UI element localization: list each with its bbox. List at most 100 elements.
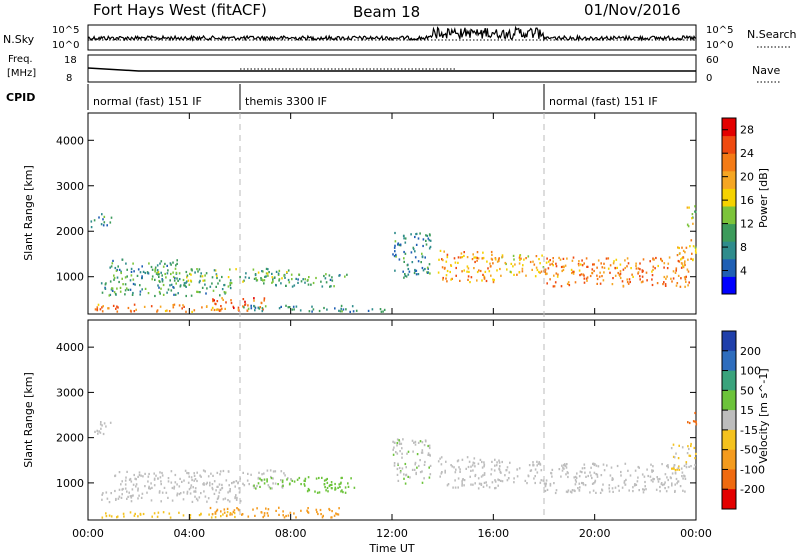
heatmap-cell — [468, 270, 470, 273]
heatmap-cell — [641, 473, 644, 476]
heatmap-cell — [561, 269, 563, 273]
heatmap-cell — [110, 265, 113, 268]
heatmap-cell — [148, 487, 150, 490]
heatmap-cell — [101, 424, 103, 427]
heatmap-cell — [688, 281, 690, 284]
heatmap-cell — [427, 444, 429, 448]
heatmap-cell — [682, 489, 684, 492]
heatmap-cell — [689, 245, 691, 248]
heatmap-cell — [694, 411, 696, 415]
heatmap-cell — [130, 267, 133, 270]
heatmap-cell — [470, 469, 472, 472]
heatmap-cell — [677, 457, 680, 460]
heatmap-cell — [166, 291, 168, 294]
noise-right-tick-bottom: 10^0 — [706, 40, 733, 51]
heatmap-cell — [540, 270, 543, 273]
heatmap-cell — [536, 471, 539, 474]
heatmap-cell — [272, 280, 274, 283]
heatmap-cell — [245, 272, 247, 275]
heatmap-cell — [334, 482, 336, 486]
heatmap-cell — [630, 267, 632, 270]
heatmap-cell — [651, 274, 654, 277]
heatmap-cell — [264, 305, 267, 308]
heatmap-cell — [173, 303, 176, 306]
heatmap-cell — [287, 306, 290, 309]
heatmap-cell — [243, 484, 246, 487]
heatmap-cell — [191, 478, 193, 482]
heatmap-cell — [315, 276, 317, 280]
heatmap-cell — [513, 477, 515, 480]
heatmap-cell — [169, 284, 171, 287]
heatmap-cell — [216, 300, 219, 303]
heatmap-cell — [134, 512, 136, 515]
heatmap-cell — [110, 288, 113, 291]
heatmap-cell — [688, 447, 690, 451]
heatmap-cell — [626, 265, 628, 268]
heatmap-cell — [304, 484, 306, 487]
heatmap-cell — [194, 490, 197, 493]
heatmap-cell — [619, 270, 622, 273]
heatmap-cell — [691, 213, 694, 216]
heatmap-cell — [190, 484, 193, 487]
heatmap-cell — [234, 496, 237, 499]
heatmap-cell — [423, 444, 426, 447]
heatmap-cell — [466, 270, 468, 273]
heatmap-cell — [124, 289, 127, 292]
colorbar-tick-label: 200 — [740, 345, 761, 358]
heatmap-cell — [257, 477, 260, 480]
heatmap-cell — [664, 284, 667, 287]
heatmap-cell — [558, 468, 561, 471]
heatmap-cell — [330, 285, 332, 288]
heatmap-cell — [524, 479, 527, 482]
heatmap-cell — [640, 281, 643, 284]
x-tick-label: 16:00 — [477, 527, 509, 540]
heatmap-cell — [302, 278, 304, 281]
heatmap-cell — [121, 258, 124, 261]
heatmap-cell — [153, 472, 155, 475]
heatmap-cell — [293, 284, 296, 287]
heatmap-cell — [605, 257, 608, 260]
heatmap-cell — [167, 496, 169, 499]
heatmap-cell — [685, 461, 688, 464]
freq-tick-bottom: 8 — [66, 73, 72, 84]
heatmap-cell — [695, 423, 698, 426]
heatmap-cell — [498, 479, 500, 482]
heatmap-cell — [480, 475, 483, 478]
heatmap-cell — [121, 488, 123, 491]
velocity-data — [94, 411, 698, 519]
heatmap-cell — [587, 474, 589, 478]
heatmap-cell — [299, 309, 302, 312]
heatmap-cell — [236, 507, 238, 510]
heatmap-cell — [661, 259, 663, 263]
heatmap-cell — [677, 480, 679, 483]
heatmap-cell — [663, 275, 666, 279]
heatmap-cell — [260, 511, 263, 514]
heatmap-cell — [94, 430, 96, 433]
heatmap-cell — [137, 489, 139, 492]
heatmap-cell — [676, 482, 678, 485]
freq-label-1: Freq. — [8, 54, 33, 65]
heatmap-cell — [564, 464, 566, 467]
heatmap-cell — [470, 276, 473, 279]
heatmap-cell — [598, 275, 601, 278]
heatmap-cell — [552, 257, 554, 260]
colorbar-swatch — [722, 206, 736, 225]
heatmap-cell — [241, 513, 244, 516]
heatmap-cell — [508, 471, 511, 474]
heatmap-cell — [274, 470, 277, 473]
colorbar-swatch — [722, 489, 736, 510]
heatmap-cell — [210, 516, 213, 519]
heatmap-cell — [395, 253, 397, 256]
heatmap-cell — [425, 243, 428, 246]
heatmap-cell — [96, 429, 98, 432]
heatmap-cell — [164, 272, 166, 276]
heatmap-cell — [208, 513, 210, 516]
heatmap-cell — [681, 446, 684, 449]
heatmap-cell — [339, 310, 342, 313]
heatmap-cell — [685, 463, 688, 466]
colorbar-tick-label: -50 — [740, 444, 758, 457]
heatmap-cell — [306, 509, 308, 512]
noise-right-tick-top: 10^5 — [706, 25, 733, 36]
heatmap-cell — [656, 282, 659, 285]
